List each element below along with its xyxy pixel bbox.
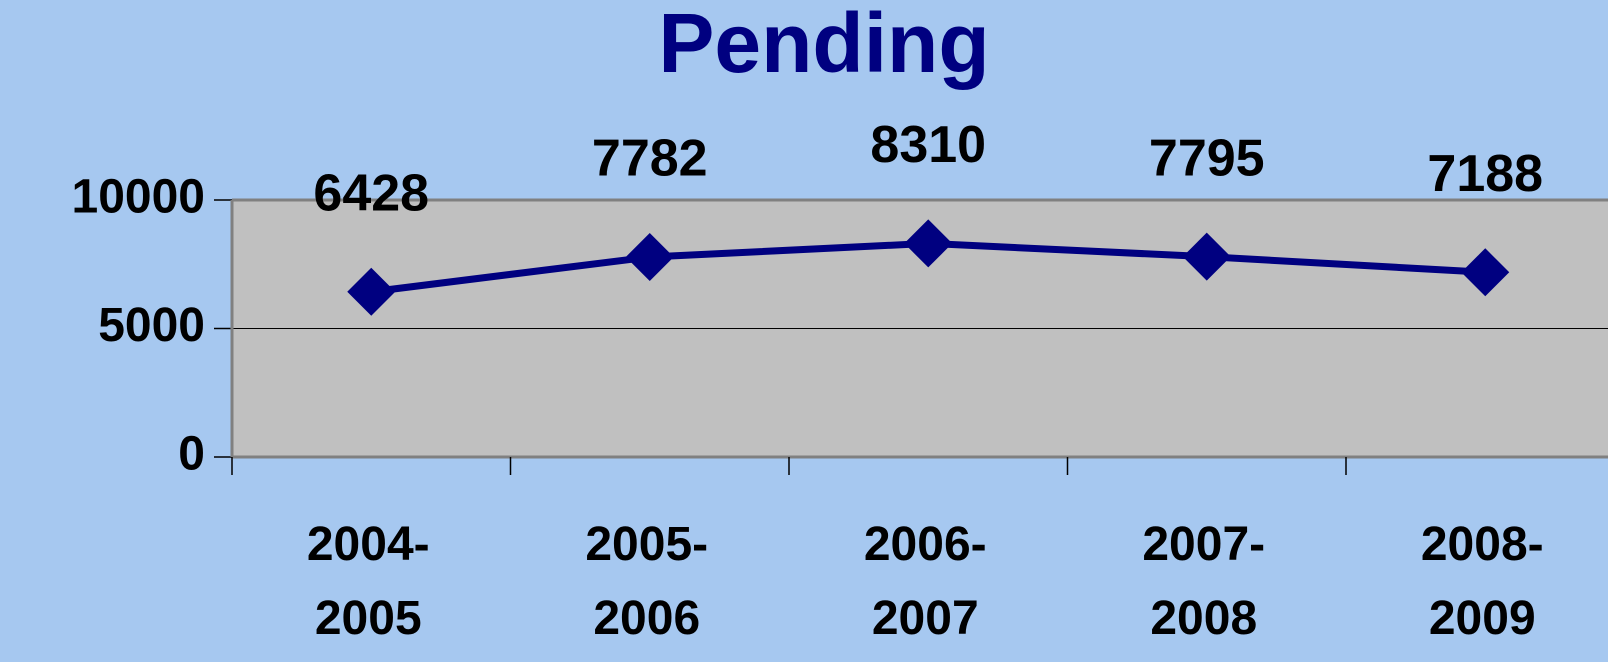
marker: [347, 267, 396, 316]
x-tick-label: 2008-2009: [1420, 518, 1544, 645]
x-tick-label: 2004-2005: [306, 518, 430, 645]
x-tick-label: 2007-2008: [1142, 518, 1266, 645]
data-label: 7795: [1149, 129, 1265, 187]
marker: [1461, 248, 1510, 297]
x-tick-label: 2005-2006: [585, 518, 709, 645]
data-label: 6428: [313, 165, 429, 223]
data-label: 7782: [592, 130, 708, 188]
y-tick-label: 10000: [72, 171, 205, 224]
marker: [904, 219, 953, 268]
x-tick-label: 2006-2007: [863, 518, 987, 645]
data-label: 8310: [870, 116, 986, 174]
y-tick-label: 0: [178, 428, 205, 481]
y-tick-label: 5000: [98, 299, 205, 352]
marker: [625, 233, 674, 282]
marker: [1182, 232, 1231, 281]
data-label: 7188: [1427, 145, 1543, 203]
chart-title: Pending: [658, 0, 989, 90]
